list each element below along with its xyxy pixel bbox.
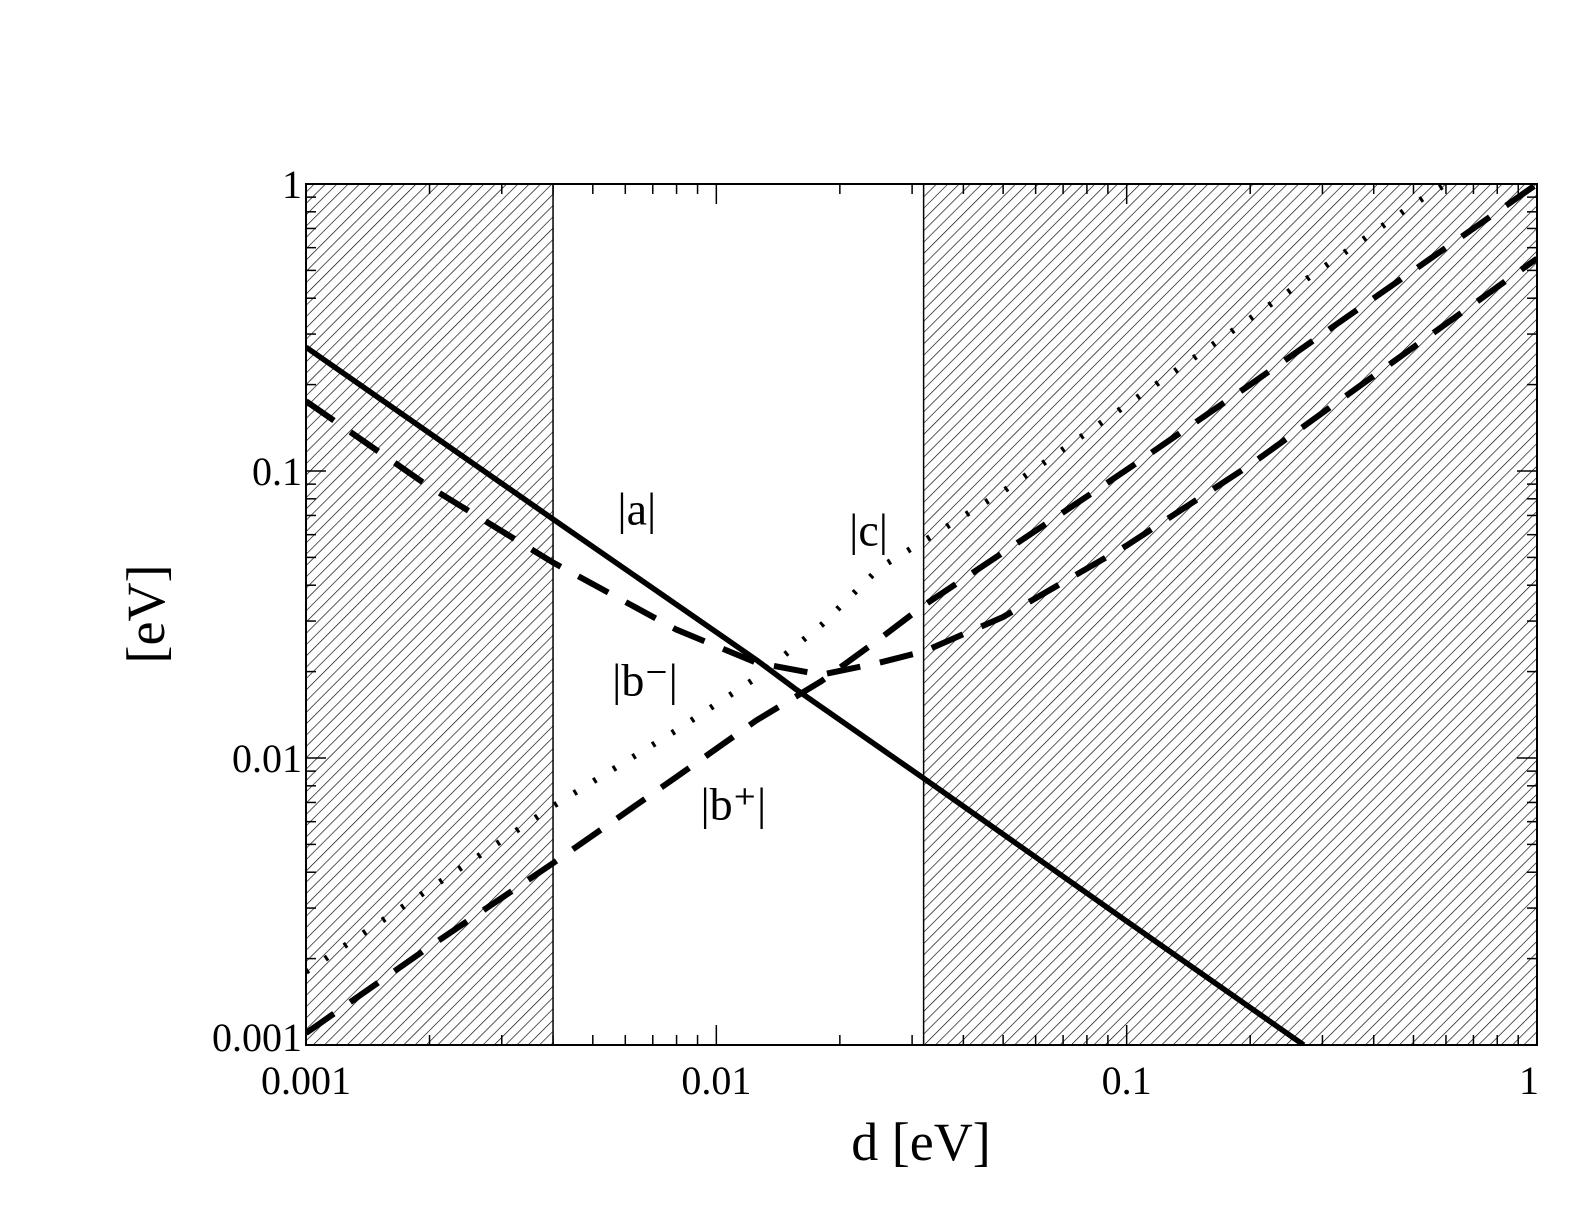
curve-label: |c| [849,505,888,556]
series-line-3 [306,184,1537,1036]
x-axis-title: d [eV] [851,1112,990,1172]
x-tick-label: 0.001 [261,1058,351,1103]
y-tick-label: 1 [282,162,302,207]
curve-label: |b⁻| [612,655,678,706]
series-line-1 [306,344,1306,1045]
x-tick-label: 0.1 [1102,1058,1152,1103]
x-tick-label: 1 [1519,1058,1539,1103]
plot-frame [305,183,1538,1046]
y-tick-label: 0.1 [252,449,302,494]
hatched-region-1 [306,184,554,1045]
curve-label: |a| [617,484,656,535]
hatched-region-2 [923,184,1537,1045]
x-tick-label: 0.01 [681,1058,751,1103]
curve-label: |b⁺| [700,779,766,830]
series-line-4 [306,184,1448,975]
y-axis-title: [eV] [116,565,176,664]
y-tick-label: 0.001 [212,1015,302,1060]
y-tick-label: 0.01 [232,736,302,781]
series-line-2 [306,256,1537,678]
